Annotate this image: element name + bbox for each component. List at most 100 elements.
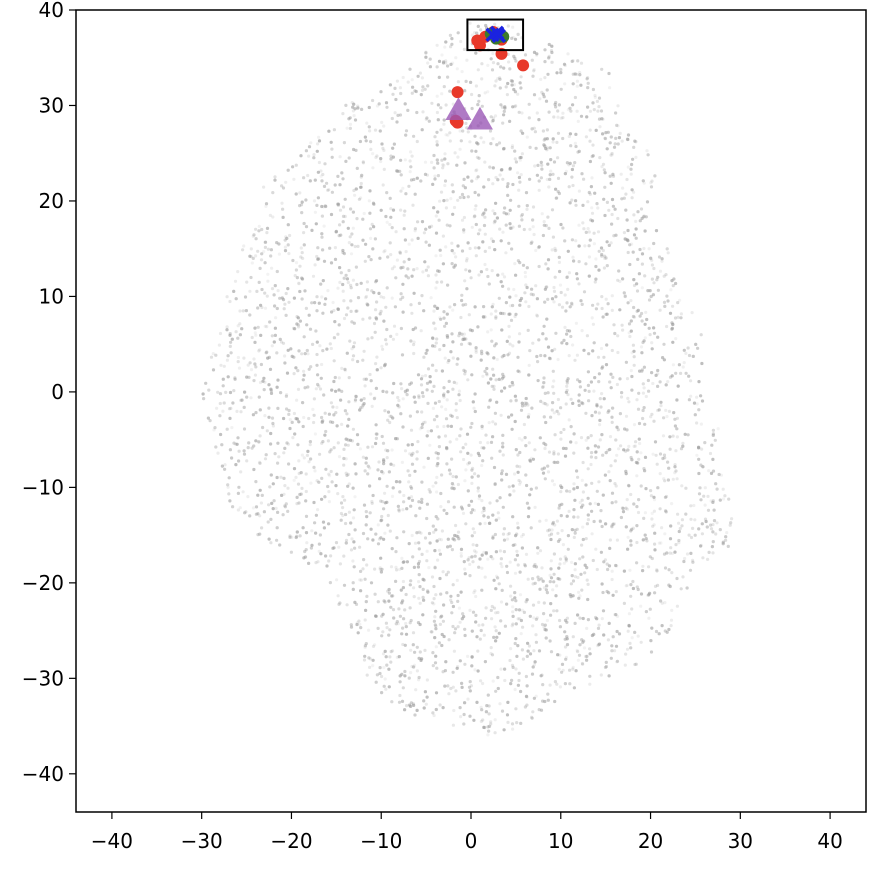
cloud-point [551,235,556,239]
cloud-point [638,441,642,446]
cloud-point [471,610,476,614]
cloud-point [439,190,444,194]
cloud-point [513,105,517,109]
cloud-point [432,602,436,606]
cloud-point [703,517,708,521]
cloud-point [491,367,495,371]
cloud-point [511,35,515,40]
cloud-point [660,257,664,261]
cloud-point [215,406,219,410]
cloud-point [480,566,484,570]
cloud-point [305,453,309,457]
cloud-point [235,409,239,413]
cloud-point [320,497,324,501]
cloud-point [602,266,607,270]
cloud-point [403,449,408,453]
cloud-point [386,513,390,518]
cloud-point [567,354,571,358]
cloud-point [532,663,537,667]
cloud-point [259,501,263,505]
cloud-point [558,67,563,71]
cloud-point [456,80,460,84]
cloud-point [365,280,369,284]
cloud-point [352,114,356,118]
cloud-point [292,177,296,181]
cloud-point [458,147,462,151]
cloud-point [377,537,382,541]
cloud-point [451,61,455,65]
cloud-point [663,532,667,536]
cloud-point [567,134,571,139]
cloud-point [407,676,411,680]
cloud-point [312,397,316,401]
cloud-point [510,663,515,667]
cloud-point [652,495,656,499]
cloud-point [544,285,548,289]
cloud-point [476,649,480,653]
cloud-point [567,509,571,513]
cloud-point [525,135,529,139]
cloud-point [503,678,507,683]
cloud-point [513,571,518,575]
cloud-point [586,200,590,204]
cloud-point [448,440,452,444]
cloud-point [381,347,385,351]
cloud-point [269,431,273,436]
cloud-point [385,220,389,224]
cloud-point [700,447,704,451]
cloud-point [496,77,500,81]
background-point-cloud [201,21,734,737]
cloud-point [441,570,445,574]
cloud-point [468,21,472,25]
cloud-point [451,474,455,479]
cloud-point [307,460,311,464]
cloud-point [467,313,471,317]
cloud-point [643,336,647,340]
cloud-point [364,510,368,514]
cloud-point [514,399,518,403]
cloud-point [389,207,393,211]
cloud-point [418,71,422,75]
cloud-point [440,405,444,409]
cloud-point [647,616,651,620]
cloud-point [643,511,648,515]
cloud-point [446,133,450,137]
cloud-point [439,505,443,509]
cloud-point [570,303,574,307]
cloud-point [488,501,492,505]
cloud-point [345,603,349,607]
cloud-point [571,59,575,63]
cloud-point [675,604,680,608]
cloud-point [317,160,321,165]
cloud-point [408,170,412,174]
cloud-point [581,490,586,494]
cloud-point [365,302,369,306]
cloud-point [579,436,584,440]
cloud-point [542,586,547,590]
cloud-point [400,460,404,464]
cloud-point [589,462,593,467]
cloud-point [663,479,667,483]
cloud-point [246,363,250,367]
cloud-point [536,551,540,555]
cloud-point [349,548,354,552]
cloud-point [225,325,229,329]
cloud-point [567,271,572,275]
cloud-point [607,208,611,212]
cloud-point [595,644,600,648]
cloud-point [389,565,394,569]
cloud-point [681,441,685,445]
cloud-point [302,369,306,373]
cloud-point [674,337,678,341]
cloud-point [561,116,565,120]
cloud-point [362,558,366,562]
cloud-point [465,259,469,263]
cloud-point [669,546,673,550]
cloud-point [578,594,582,598]
cloud-point [630,351,634,355]
cloud-point [328,342,332,346]
cloud-point [415,669,419,673]
cloud-point [241,309,245,313]
cloud-point [587,230,591,234]
